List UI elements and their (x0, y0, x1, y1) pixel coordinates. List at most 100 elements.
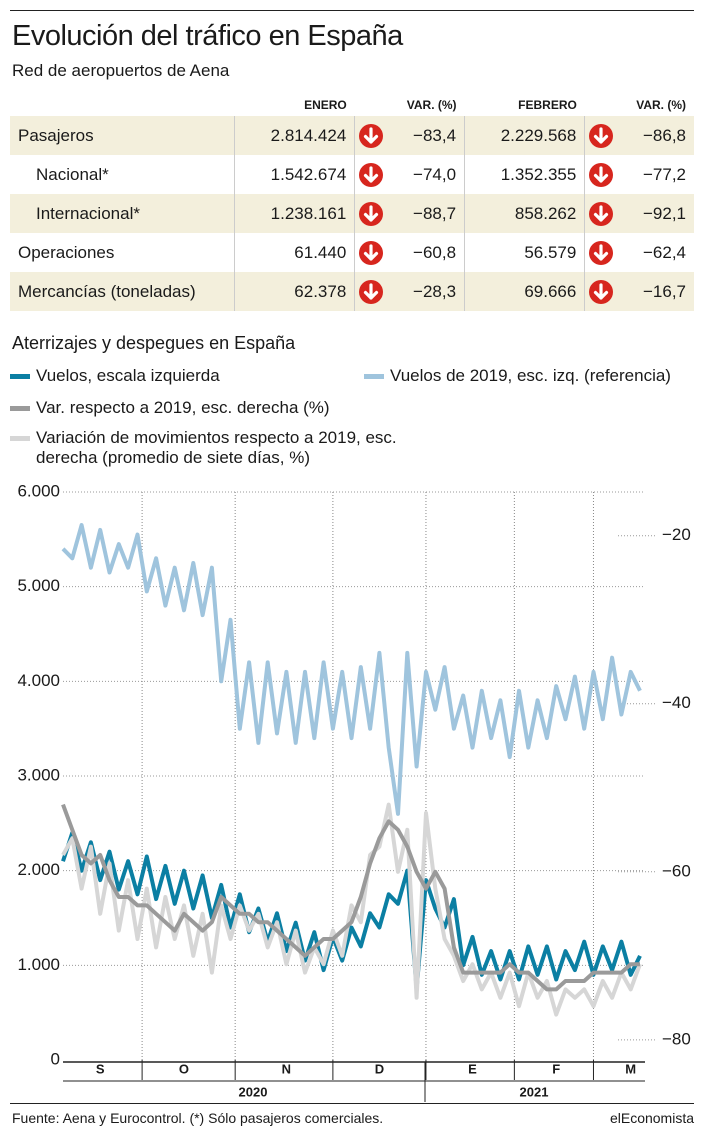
x-tick-label: S (96, 1061, 105, 1076)
x-tick-label: M (625, 1061, 636, 1076)
icon-cell (354, 233, 388, 272)
col-header: ENERO (304, 98, 347, 112)
year-label: 2021 (520, 1084, 549, 1099)
series-line (61, 830, 642, 991)
legend-item: Vuelos de 2019, esc. izq. (referencia) (364, 366, 706, 386)
chart: 0 1.000 2.000 3.000 4.000 5.000 6.000 −20 −40 −60… (17, 481, 691, 1102)
x-tick-label: N (282, 1061, 291, 1076)
col-header: FEBRERO (518, 98, 577, 112)
cell-value: 62.378 (233, 272, 355, 311)
icon-cell (584, 272, 618, 311)
down-arrow-icon (359, 201, 384, 226)
icon-arrow (594, 165, 609, 183)
y-tick-label: 6.000 (17, 481, 60, 500)
table-row: Internacional* 1.238.161 −88,7 858.262 −92,1 (10, 194, 694, 233)
row-label: Internacional* (10, 194, 235, 233)
table-row: Pasajeros 2.814.424 −83,4 2.229.568 −86,8 (10, 116, 694, 155)
cell-value: 2.229.568 (464, 116, 585, 155)
cell-var: −86,8 (617, 116, 694, 155)
cell-var: −88,7 (387, 194, 465, 233)
x-tick-label: E (468, 1061, 477, 1076)
cell-value: 1.238.161 (233, 194, 355, 233)
title: Evolución del tráfico en España (12, 20, 403, 52)
source: Fuente: Aena y Eurocontrol. (*) Sólo pas… (12, 1110, 384, 1126)
icon-arrow (364, 165, 379, 183)
col-header: VAR. (%) (636, 98, 686, 112)
legend-item: Var. respecto a 2019, esc. derecha (%) (10, 398, 436, 418)
bottom-rule (10, 1103, 694, 1104)
y-tick-label: 2.000 (17, 860, 60, 879)
down-arrow-icon (589, 240, 614, 265)
brand: elEconomista (609, 1110, 694, 1126)
legend-swatch (10, 406, 30, 411)
down-arrow-icon (589, 279, 614, 304)
down-arrow-icon (589, 123, 614, 148)
cell-value: 56.579 (464, 233, 585, 272)
down-arrow-icon (359, 279, 384, 304)
icon-cell (354, 116, 388, 155)
icon-cell (354, 194, 388, 233)
icon-cell (354, 155, 388, 194)
icon-arrow (364, 243, 379, 261)
icon-arrow (594, 243, 609, 261)
x-tick-label: F (552, 1061, 560, 1076)
icon-arrow (594, 204, 609, 222)
legend-swatch (10, 436, 30, 441)
chart-title: Aterrizajes y despegues en España (12, 333, 296, 353)
row-label: Operaciones (18, 242, 115, 262)
icon-cell (584, 233, 618, 272)
traffic-table: ENERO VAR. (%) FEBRERO VAR. (%) Pasajero… (10, 94, 694, 311)
legend-item: Variación de movimientos respecto a 2019… (10, 428, 436, 468)
cell-var: −62,4 (642, 242, 686, 262)
y-tick-label: 3.000 (17, 765, 60, 784)
icon-cell (584, 116, 618, 155)
icon-cell (584, 194, 618, 233)
down-arrow-icon (359, 162, 384, 187)
y-tick-label: 5.000 (17, 576, 60, 595)
row-label: Mercancías (toneladas) (10, 272, 235, 311)
cell-var: −83,4 (387, 116, 465, 155)
table-header: ENERO VAR. (%) FEBRERO VAR. (%) (10, 94, 694, 116)
cell-value: 1.542.674 (233, 155, 355, 194)
icon-cell (354, 272, 388, 311)
icon-arrow (364, 282, 379, 300)
col-header: VAR. (%) (406, 98, 457, 112)
series-line (61, 803, 640, 992)
down-arrow-icon (359, 240, 384, 265)
x-tick-label: D (375, 1061, 384, 1076)
y2-tick-label: −20 (662, 525, 691, 544)
y-tick-label: 1.000 (17, 955, 60, 974)
cell-value: 2.814.424 (233, 116, 355, 155)
table-body: Pasajeros 2.814.424 −83,4 2.229.568 −86,8 Nac… (10, 116, 694, 311)
cell-value: 61.440 (233, 233, 355, 272)
icon-cell (584, 155, 618, 194)
cell-var: −28,3 (387, 272, 465, 311)
down-arrow-icon (589, 201, 614, 226)
cell-var: −77,2 (642, 164, 686, 184)
x-tick-label: O (179, 1061, 189, 1076)
subtitle: Red de aeropuertos de Aena (12, 61, 230, 80)
y-tick-label: 0 (51, 1049, 60, 1068)
icon-arrow (594, 282, 609, 300)
icon-arrow (364, 126, 379, 144)
row-label: Pasajeros (10, 116, 235, 155)
series-line (61, 523, 642, 816)
year-label: 2020 (239, 1084, 268, 1099)
header-empty (10, 94, 235, 116)
top-rule (10, 10, 694, 11)
y-tick-label: 4.000 (17, 671, 60, 690)
y2-tick-label: −60 (662, 861, 691, 880)
cell-var: −74,0 (413, 164, 457, 184)
y2-tick-label: −40 (662, 693, 691, 712)
cell-var: −60,8 (413, 242, 457, 262)
table-row: Mercancías (toneladas) 62.378 −28,3 69.666−… (10, 272, 694, 311)
table-row: Nacional* 1.542.674 −74,0 1.352.355 −77,2 (10, 155, 694, 194)
cell-value: 858.262 (464, 194, 585, 233)
legend-swatch (10, 374, 30, 379)
table-row: Operaciones 61.440 −60,8 56.579 −62,4 (10, 233, 694, 272)
cell-var: −16,7 (617, 272, 694, 311)
down-arrow-icon (359, 123, 384, 148)
y2-tick-label: −80 (662, 1029, 691, 1048)
cell-value: 69.666 (464, 272, 585, 311)
